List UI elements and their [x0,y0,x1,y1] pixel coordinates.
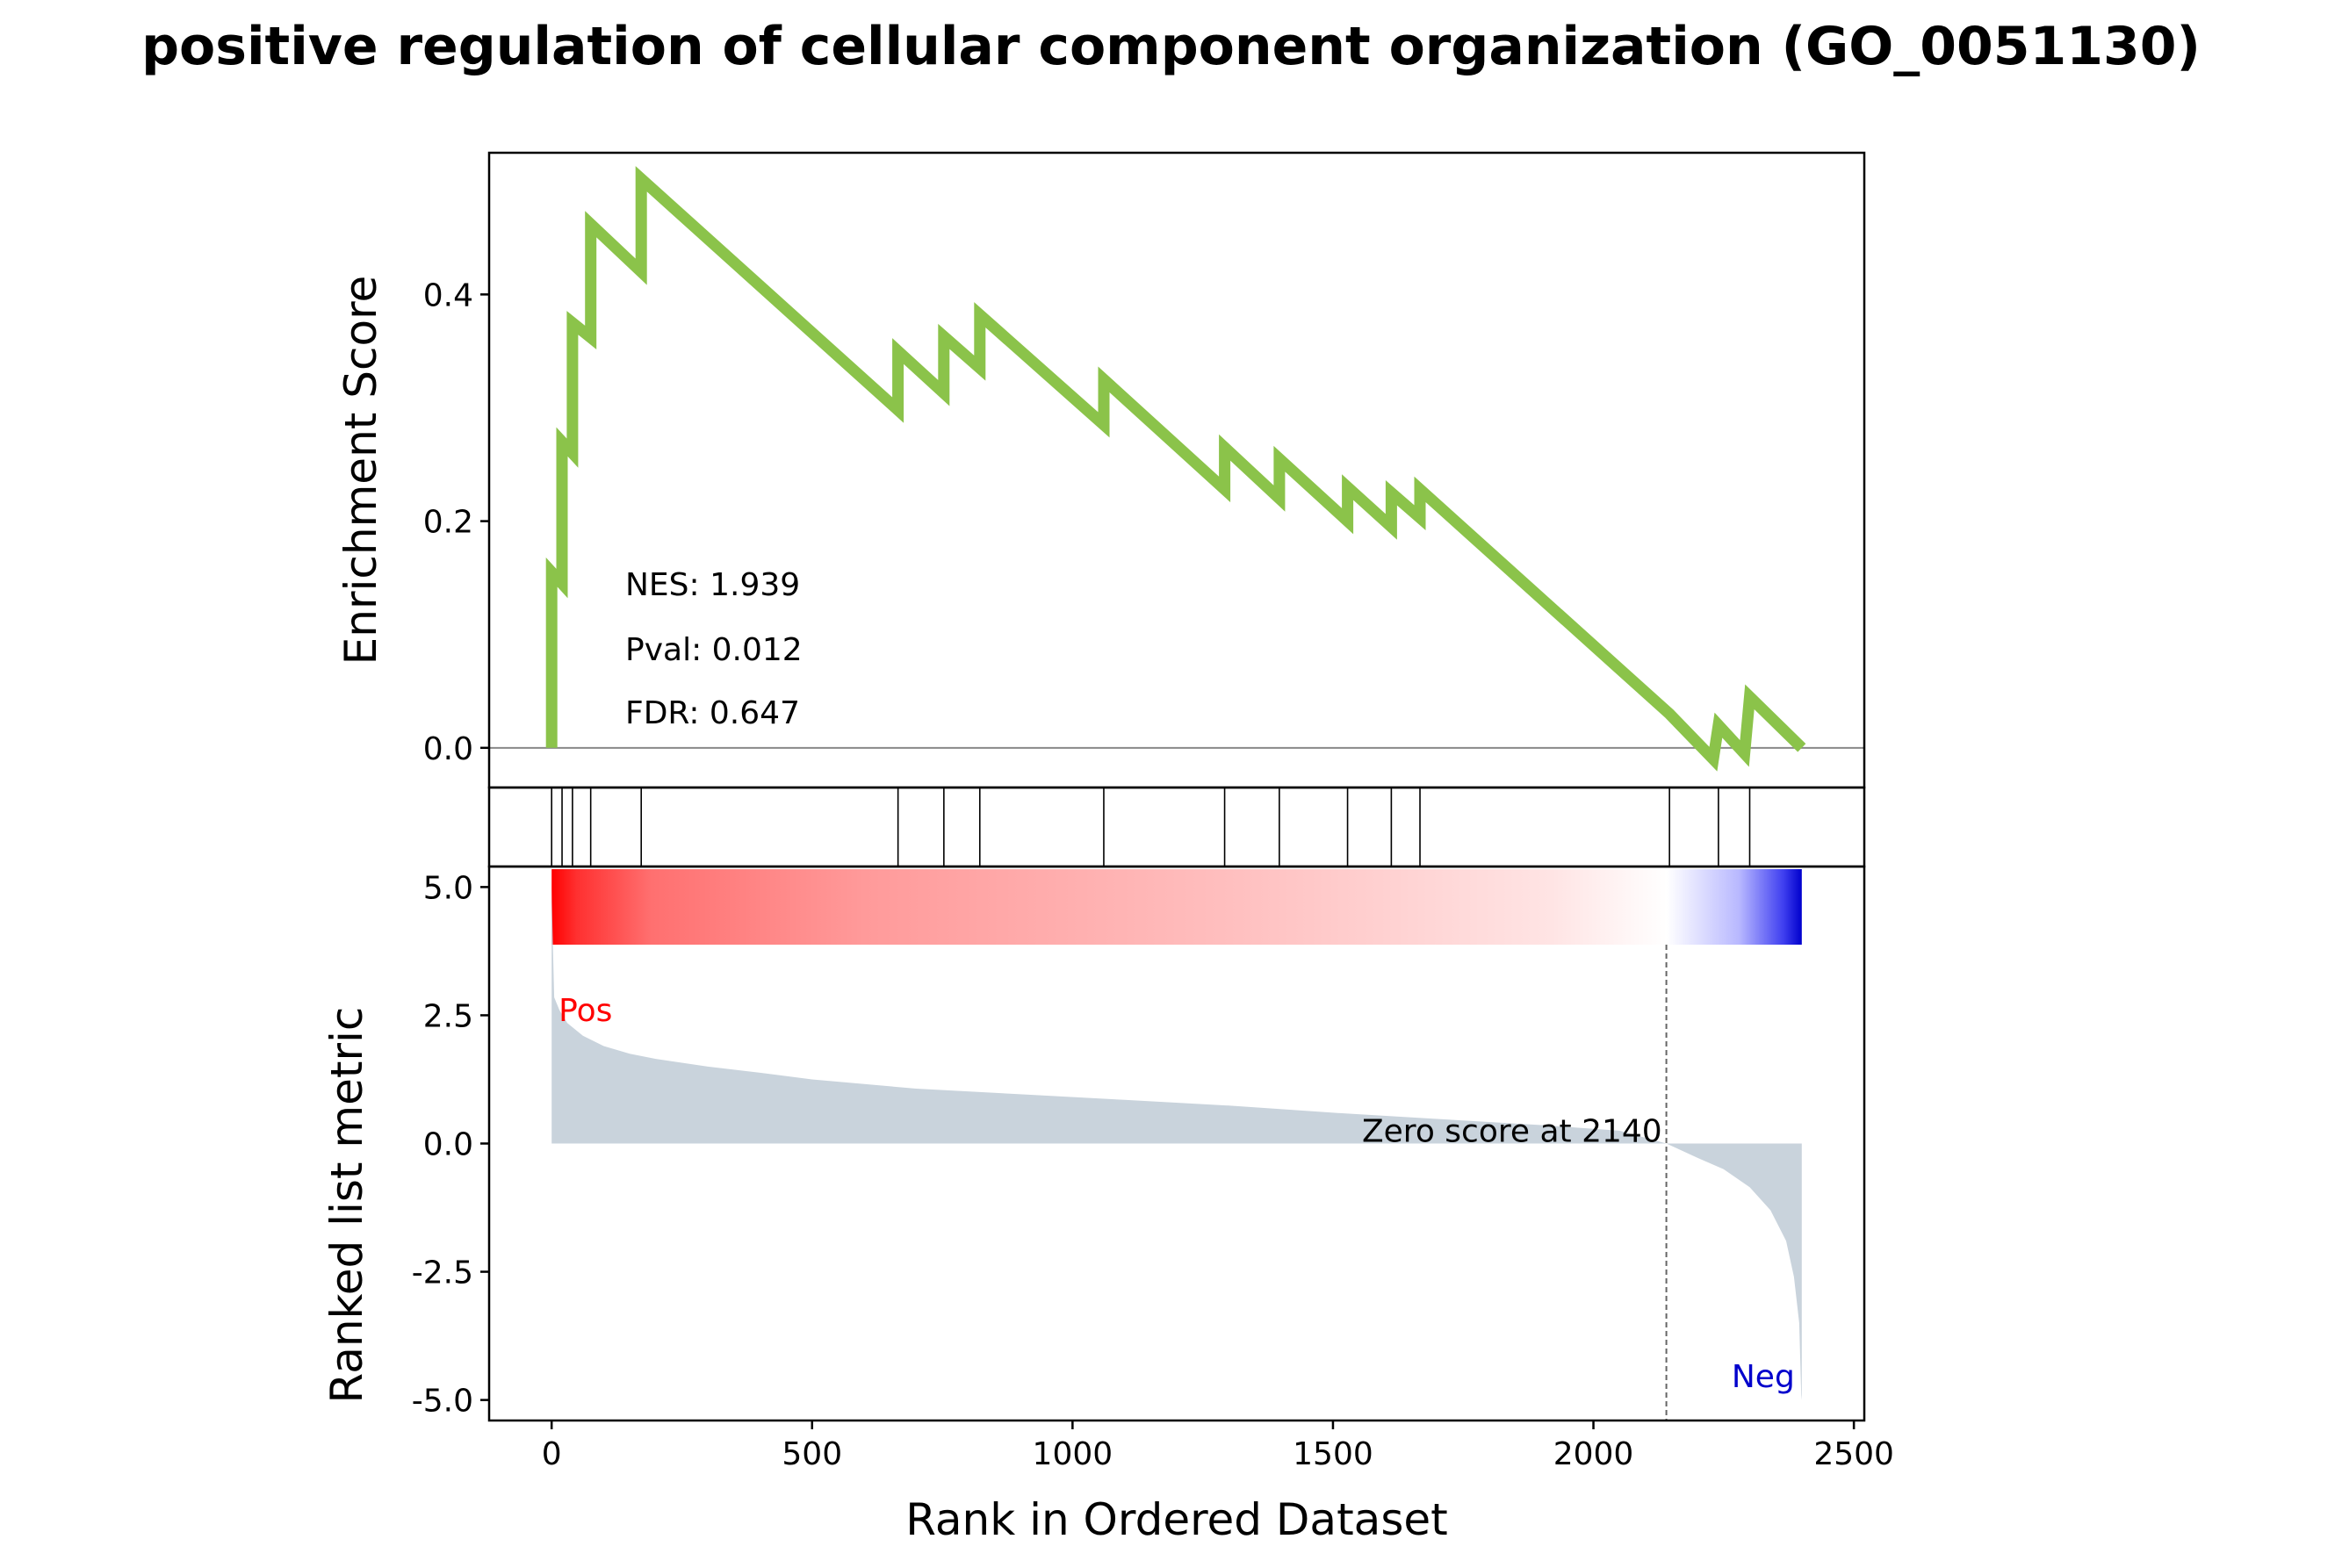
nes-label: NES: 1.939 [625,567,800,603]
enrichment-y-tick-label: 0.2 [423,505,473,541]
zero-score-label: Zero score at 2140 [1362,1114,1662,1150]
x-tick-label: 1500 [1293,1436,1373,1472]
ranked-metric-panel: Zero score at 2140 Pos Neg 5.0 2.5 0.0 -2.5… [321,865,1894,1545]
ranked-y-tick-label: 5.0 [423,870,473,906]
ranked-y-tick-label: -2.5 [412,1255,473,1291]
page-title: positive regulation of cellular componen… [141,16,2201,77]
ranked-plot-frame [487,865,1866,1422]
hit-markers-panel [487,786,1866,868]
enrichment-score-line [545,166,1806,772]
x-tick-label: 2000 [1553,1436,1634,1472]
ranked-y-tick-label: 2.5 [423,998,473,1034]
x-ticks: 0 500 1000 1500 2000 2500 [542,1421,1894,1472]
enrichment-y-axis-label: Enrichment Score [335,276,386,665]
hit-markers-frame [487,786,1866,868]
x-tick-label: 500 [782,1436,842,1472]
enrichment-score-panel: 0.0 0.2 0.4 NES: 1.939 Pval: 0.012 FDR: 0.… [335,151,1866,789]
neg-label: Neg [1732,1359,1795,1395]
x-tick-label: 0 [542,1436,562,1472]
x-tick-label: 2500 [1813,1436,1894,1472]
hit-markers [551,788,1751,867]
rank-colorbar [551,869,1802,945]
enrichment-plot-frame [487,151,1866,789]
ranked-y-tick-label: 0.0 [423,1127,473,1163]
ranked-y-tick-label: -5.0 [412,1384,473,1420]
pos-label: Pos [558,993,612,1029]
x-axis-label: Rank in Ordered Dataset [905,1494,1447,1545]
pval-label: Pval: 0.012 [625,632,803,668]
fdr-label: FDR: 0.647 [625,695,800,731]
enrichment-y-tick-label: 0.4 [423,277,473,313]
enrichment-y-tick-label: 0.0 [423,731,473,767]
ranked-y-ticks: 5.0 2.5 0.0 -2.5 -5.0 [412,870,489,1420]
enrichment-y-ticks: 0.0 0.2 0.4 [423,277,489,767]
ranked-y-axis-label: Ranked list metric [321,1007,372,1404]
x-tick-label: 1000 [1033,1436,1113,1472]
